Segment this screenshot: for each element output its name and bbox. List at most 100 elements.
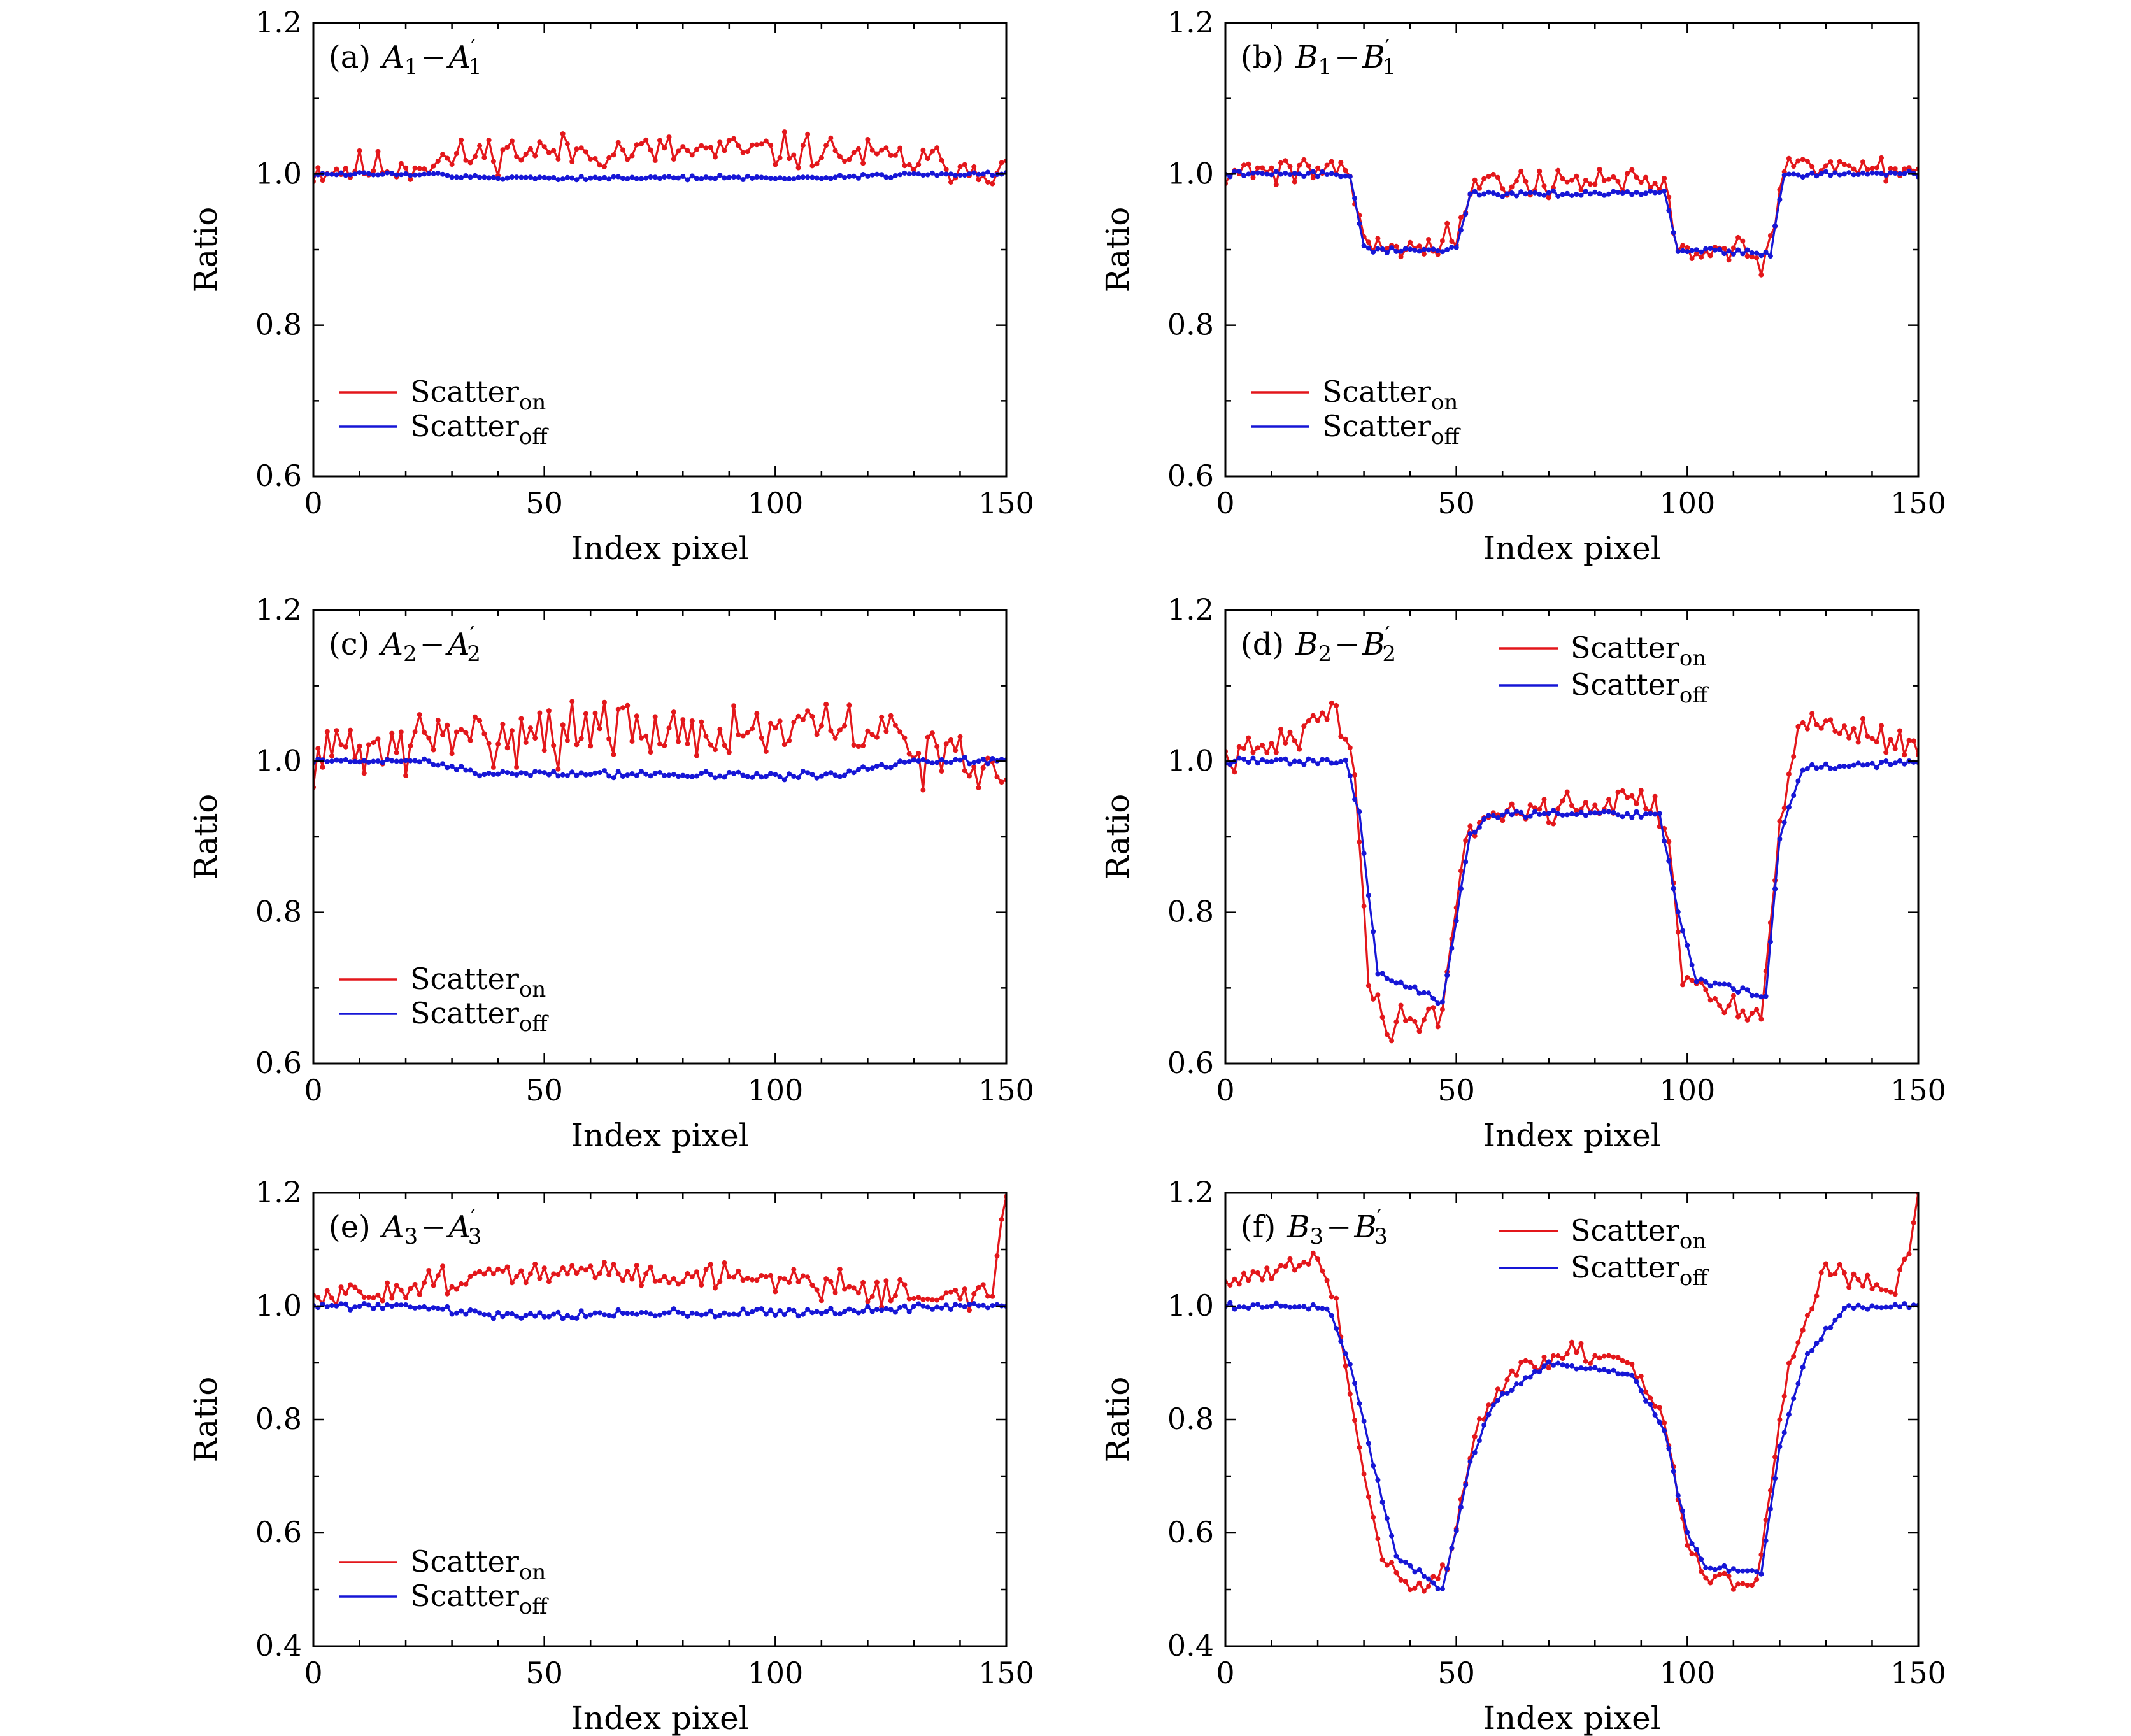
- data-point-scatter-off: [685, 774, 690, 779]
- data-point-scatter-off: [1832, 170, 1838, 176]
- data-point-scatter-on: [1735, 1581, 1741, 1587]
- data-point-scatter-on: [1421, 1017, 1427, 1023]
- legend-sub-off: off: [1679, 1265, 1709, 1291]
- data-point-scatter-on: [1629, 167, 1635, 173]
- data-point-scatter-off: [662, 174, 667, 180]
- data-point-scatter-off: [1324, 172, 1330, 177]
- data-point-scatter-on: [1680, 982, 1686, 988]
- data-point-scatter-on: [1297, 162, 1302, 168]
- data-point-scatter-on: [1402, 1579, 1408, 1584]
- data-point-scatter-off: [1795, 172, 1801, 178]
- data-point-scatter-on: [1606, 176, 1611, 182]
- panel-symbol-prime: B: [1362, 627, 1385, 662]
- y-tick-label: 1.2: [1167, 1175, 1214, 1209]
- data-point-scatter-on: [800, 143, 806, 148]
- data-point-scatter-off: [1343, 1351, 1348, 1356]
- data-point-scatter-off: [902, 1303, 908, 1309]
- data-point-scatter-on: [453, 729, 459, 735]
- data-point-scatter-on: [320, 178, 325, 183]
- data-point-scatter-off: [809, 1310, 815, 1316]
- data-point-scatter-off: [1509, 1388, 1515, 1393]
- data-point-scatter-off: [1657, 811, 1662, 816]
- data-point-scatter-off: [906, 1309, 912, 1314]
- legend-label-off: Scatteroff: [1322, 409, 1461, 450]
- data-point-scatter-on: [1398, 254, 1404, 260]
- x-tick-label: 50: [1437, 1656, 1475, 1690]
- data-point-scatter-on: [615, 1271, 621, 1277]
- data-point-scatter-off: [1453, 918, 1459, 923]
- data-point-scatter-off: [805, 1307, 811, 1312]
- data-point-scatter-off: [943, 759, 949, 765]
- data-point-scatter-on: [1795, 158, 1801, 164]
- data-point-scatter-off: [736, 769, 741, 775]
- data-point-scatter-off: [1402, 1560, 1408, 1565]
- data-point-scatter-off: [1662, 1428, 1667, 1434]
- data-point-scatter-off: [745, 774, 750, 779]
- data-point-scatter-on: [574, 146, 580, 152]
- data-point-scatter-on: [708, 742, 713, 748]
- data-point-scatter-on: [1472, 1434, 1478, 1439]
- data-point-scatter-on: [809, 1283, 815, 1288]
- data-point-scatter-on: [1555, 167, 1561, 173]
- data-point-scatter-off: [708, 1308, 713, 1314]
- data-point-scatter-off: [1754, 992, 1760, 998]
- data-point-scatter-off: [1315, 761, 1321, 767]
- data-point-scatter-on: [1911, 738, 1916, 744]
- data-point-scatter-on: [620, 1277, 625, 1283]
- data-point-scatter-off: [1832, 766, 1838, 771]
- data-point-scatter-off: [865, 767, 871, 772]
- data-point-scatter-off: [537, 769, 543, 775]
- data-point-scatter-off: [892, 173, 898, 178]
- data-point-scatter-off: [592, 770, 598, 776]
- data-point-scatter-off: [939, 1305, 944, 1311]
- data-point-scatter-on: [1855, 1277, 1861, 1283]
- data-point-scatter-on: [1379, 1014, 1385, 1020]
- data-point-scatter-off: [625, 176, 631, 181]
- data-point-scatter-on: [662, 1274, 667, 1279]
- data-point-scatter-on: [1735, 234, 1741, 240]
- x-tick-label: 0: [304, 486, 322, 520]
- data-point-scatter-off: [629, 771, 635, 776]
- data-point-scatter-on: [435, 159, 441, 164]
- data-point-scatter-on: [1273, 750, 1279, 755]
- data-point-scatter-off: [338, 758, 344, 764]
- data-point-scatter-on: [459, 1281, 464, 1286]
- data-point-scatter-on: [1481, 176, 1487, 181]
- data-point-scatter-off: [1246, 171, 1251, 177]
- panel-symbol: A: [380, 39, 404, 75]
- data-point-scatter-off: [1421, 246, 1427, 252]
- data-point-scatter-off: [1888, 1304, 1893, 1310]
- data-point-scatter-off: [422, 1304, 427, 1309]
- legend-sub-off: off: [519, 1594, 549, 1619]
- data-point-scatter-off: [1523, 191, 1529, 197]
- data-point-scatter-off: [527, 174, 533, 180]
- data-point-scatter-off: [1236, 168, 1242, 174]
- data-point-scatter-off: [1767, 1506, 1773, 1512]
- panel-prime: ′: [1385, 35, 1390, 60]
- data-point-scatter-off: [879, 172, 885, 178]
- data-point-scatter-on: [371, 1295, 376, 1300]
- data-point-scatter-off: [860, 764, 866, 770]
- data-point-scatter-off: [481, 1312, 487, 1318]
- data-point-scatter-off: [1814, 765, 1820, 771]
- data-point-scatter-off: [1620, 814, 1625, 820]
- data-point-scatter-on: [541, 748, 547, 753]
- data-point-scatter-on: [1685, 1542, 1690, 1548]
- data-point-scatter-on: [1324, 1277, 1330, 1283]
- data-point-scatter-off: [1375, 971, 1381, 977]
- data-point-scatter-off: [334, 1303, 339, 1309]
- data-point-scatter-off: [657, 769, 662, 775]
- data-point-scatter-off: [1458, 1504, 1464, 1510]
- data-point-scatter-off: [1772, 224, 1778, 229]
- data-point-scatter-off: [1278, 1303, 1283, 1309]
- data-point-scatter-on: [564, 1271, 570, 1277]
- data-point-scatter-on: [1365, 983, 1371, 988]
- data-point-scatter-on: [1574, 1349, 1579, 1355]
- data-point-scatter-off: [823, 1309, 829, 1314]
- data-point-scatter-on: [1398, 1577, 1404, 1583]
- data-point-scatter-on: [1906, 1251, 1912, 1257]
- data-point-scatter-off: [689, 1310, 695, 1316]
- y-tick-label: 0.8: [1167, 895, 1214, 929]
- data-point-scatter-on: [338, 1284, 344, 1290]
- data-point-scatter-off: [518, 770, 524, 776]
